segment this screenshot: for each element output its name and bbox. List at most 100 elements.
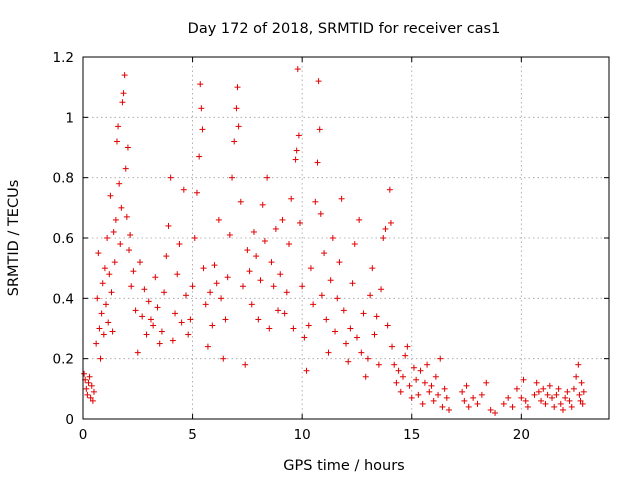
- data-point: [158, 328, 165, 335]
- data-point: [459, 388, 466, 395]
- data-point: [145, 298, 152, 305]
- data-point: [257, 277, 264, 284]
- data-point: [557, 400, 564, 407]
- data-point: [120, 90, 127, 97]
- data-point: [303, 367, 310, 374]
- y-tick-label: 0: [65, 412, 74, 428]
- data-point: [522, 397, 529, 404]
- data-point: [180, 186, 187, 193]
- data-point: [402, 352, 409, 359]
- data-point: [87, 394, 94, 401]
- data-point: [152, 274, 159, 281]
- data-point: [215, 216, 222, 223]
- data-point: [367, 292, 374, 299]
- data-point: [85, 379, 92, 386]
- data-point: [421, 379, 428, 386]
- data-point: [307, 265, 314, 272]
- data-point: [204, 343, 211, 350]
- data-point: [124, 144, 131, 151]
- data-point: [229, 174, 236, 181]
- data-point: [281, 310, 288, 317]
- data-point: [573, 373, 580, 380]
- data-point: [224, 274, 231, 281]
- data-point: [578, 379, 585, 386]
- data-point: [327, 277, 334, 284]
- data-point: [487, 406, 494, 413]
- data-point: [483, 379, 490, 386]
- data-point: [417, 367, 424, 374]
- data-point: [395, 367, 402, 374]
- data-point: [362, 373, 369, 380]
- data-point: [314, 159, 321, 166]
- data-point: [83, 385, 90, 392]
- data-point: [406, 382, 413, 389]
- data-point: [231, 138, 238, 145]
- data-point: [198, 105, 205, 112]
- data-point: [551, 403, 558, 410]
- data-point: [353, 334, 360, 341]
- data-point: [110, 228, 117, 235]
- data-point: [315, 78, 322, 85]
- data-point: [185, 331, 192, 338]
- data-point: [292, 156, 299, 163]
- data-point: [99, 280, 106, 287]
- data-point: [343, 340, 349, 347]
- data-point: [520, 376, 527, 383]
- data-point: [336, 259, 343, 266]
- data-point: [244, 247, 251, 254]
- data-point: [555, 385, 562, 392]
- data-point: [553, 391, 560, 398]
- data-point: [213, 280, 220, 287]
- data-point: [108, 289, 115, 296]
- data-point: [187, 316, 194, 323]
- data-point: [220, 355, 227, 362]
- y-tick-label: 0.2: [53, 352, 74, 368]
- data-point: [200, 265, 207, 272]
- data-point: [107, 192, 114, 199]
- data-point: [492, 409, 499, 416]
- data-point: [143, 331, 150, 338]
- data-point: [369, 265, 376, 272]
- data-point: [118, 204, 125, 211]
- data-point: [196, 153, 203, 160]
- data-point: [233, 105, 240, 112]
- data-point: [239, 283, 246, 290]
- data-point: [568, 403, 575, 410]
- data-point: [259, 201, 266, 208]
- data-point: [375, 361, 382, 368]
- data-point: [154, 304, 161, 311]
- data-point: [261, 238, 268, 245]
- data-point: [570, 385, 577, 392]
- data-point: [116, 180, 123, 187]
- data-point: [112, 216, 119, 223]
- data-point: [332, 328, 339, 335]
- data-point: [340, 307, 347, 314]
- data-point: [461, 397, 468, 404]
- data-point: [167, 174, 174, 181]
- data-point: [426, 388, 433, 395]
- data-point: [296, 219, 303, 226]
- data-point: [246, 268, 253, 275]
- data-point: [463, 382, 470, 389]
- data-point: [360, 310, 367, 317]
- data-point: [189, 283, 196, 290]
- data-point: [295, 132, 302, 139]
- data-point: [349, 280, 356, 287]
- data-point: [325, 349, 332, 356]
- data-point: [290, 325, 297, 332]
- data-point: [562, 394, 569, 401]
- data-point: [415, 391, 422, 398]
- y-tick-label: 1.2: [53, 50, 74, 66]
- data-point: [132, 307, 139, 314]
- data-point: [334, 295, 341, 302]
- data-point: [397, 388, 404, 395]
- data-point: [174, 271, 181, 278]
- data-point: [323, 316, 330, 323]
- data-point: [533, 379, 540, 386]
- data-point: [364, 355, 371, 362]
- data-point: [111, 259, 118, 266]
- y-tick-label: 0.6: [53, 231, 74, 247]
- data-point: [435, 391, 442, 398]
- data-point: [305, 322, 312, 329]
- data-point: [579, 400, 586, 407]
